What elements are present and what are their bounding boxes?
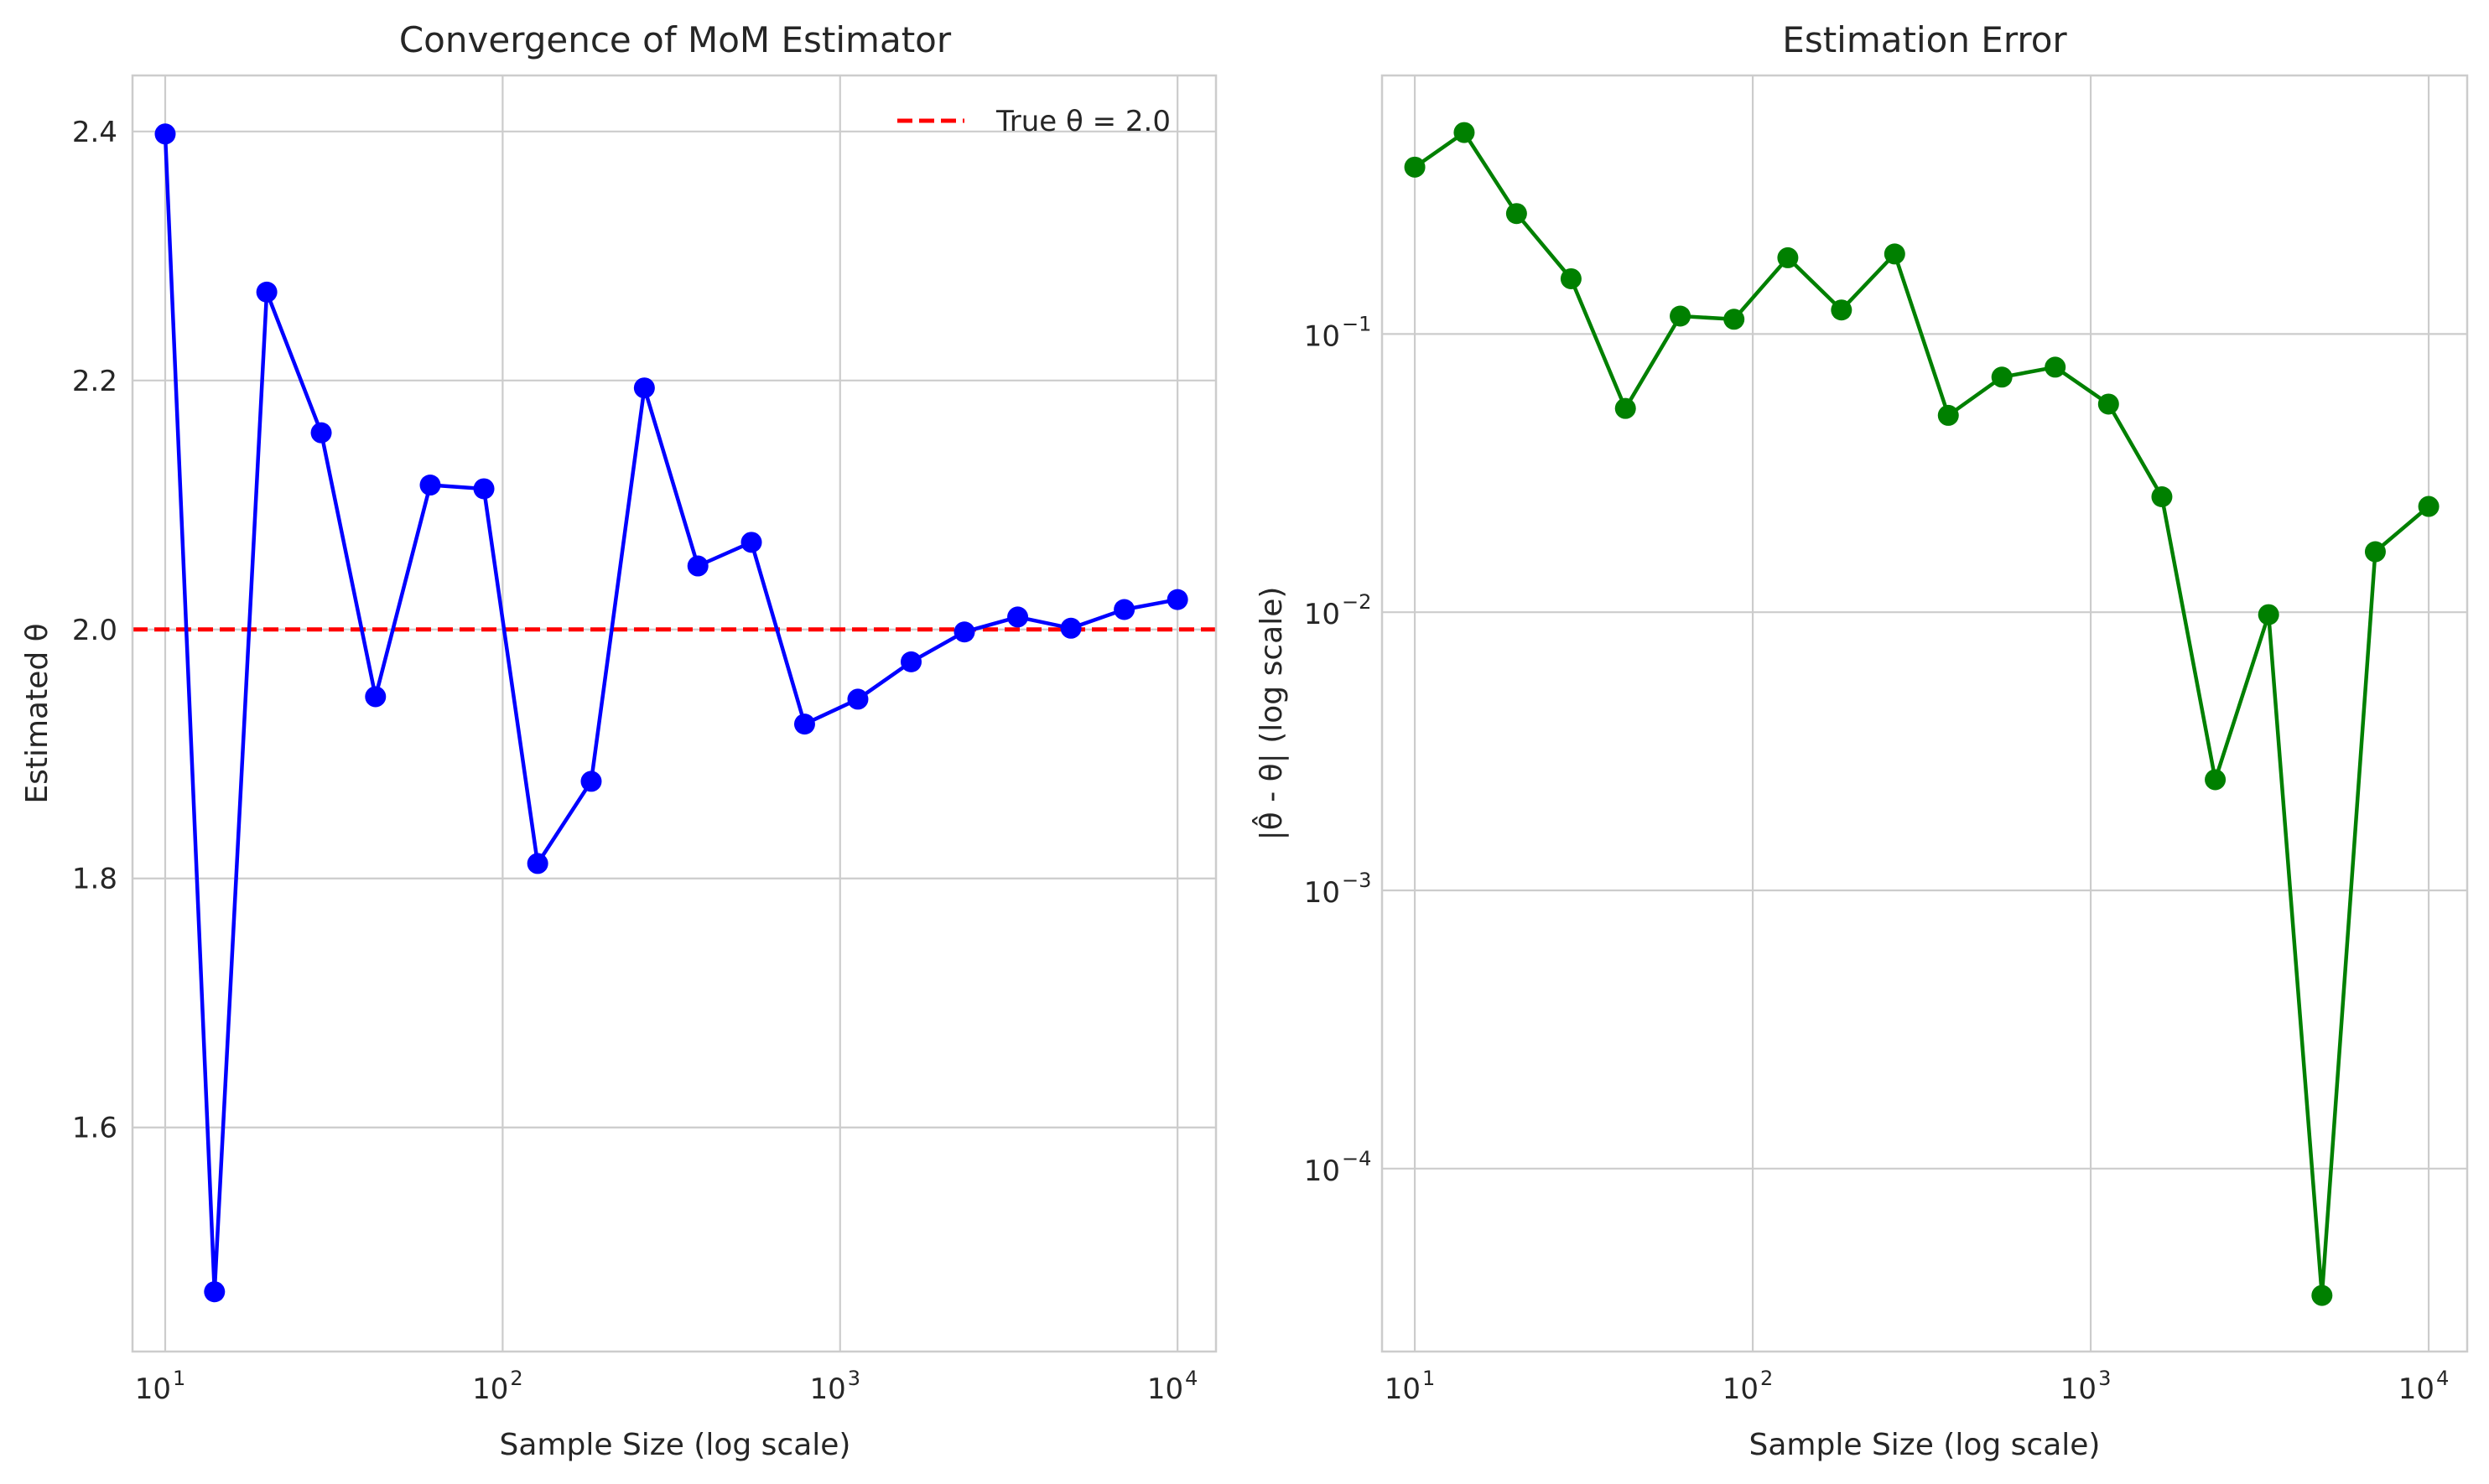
left-chart-series-layer xyxy=(154,123,1188,1303)
x-tick-label: 102 xyxy=(1723,1367,1774,1406)
x-tick-label: 103 xyxy=(2060,1367,2112,1406)
data-point xyxy=(1723,309,1745,330)
y-tick-label: 1.6 xyxy=(72,1112,117,1145)
data-point xyxy=(365,686,387,708)
data-point xyxy=(1114,599,1135,620)
data-point xyxy=(2151,486,2173,508)
data-point xyxy=(1404,156,1426,178)
x-tick-label: 104 xyxy=(2398,1367,2450,1406)
data-point xyxy=(793,713,815,735)
left-chart-y-ticks: 1.6 1.8 2.0 2.2 2.4 xyxy=(72,116,117,1145)
y-tick-label: 2.4 xyxy=(72,116,117,149)
data-point xyxy=(2311,1284,2333,1306)
data-point xyxy=(1560,267,1582,289)
data-point xyxy=(2097,393,2119,415)
data-point xyxy=(1937,404,1959,426)
right-chart-x-ticks: 101 102 103 104 xyxy=(1385,1367,2450,1406)
data-point xyxy=(154,123,176,145)
data-point xyxy=(473,478,495,500)
x-tick-label: 101 xyxy=(135,1367,186,1406)
data-point xyxy=(1453,122,1475,143)
data-point xyxy=(204,1281,226,1303)
data-point xyxy=(687,555,709,577)
y-tick-exponent: −4 xyxy=(1342,1147,1371,1170)
y-tick-label: 1.8 xyxy=(72,863,117,896)
right-chart-y-axis-label: |θ̂ - θ| (log scale) xyxy=(1251,587,1289,841)
data-point xyxy=(256,281,278,303)
left-chart-grid xyxy=(133,75,1216,1352)
data-point xyxy=(1614,397,1636,419)
right-chart-panel: Estimation Error 101 102 103 104 10−410−310… xyxy=(1251,19,2469,1462)
x-tick-label: 101 xyxy=(1385,1367,1436,1406)
data-point xyxy=(2258,604,2279,625)
left-chart-x-ticks: 101 102 103 104 xyxy=(135,1367,1198,1406)
right-chart-title: Estimation Error xyxy=(1782,19,2067,60)
data-point xyxy=(1884,243,1905,265)
series-line xyxy=(1413,130,2430,1298)
right-chart-x-axis-label: Sample Size (log scale) xyxy=(1749,1428,2101,1462)
data-point xyxy=(1670,305,1691,327)
y-tick-label: 2.2 xyxy=(72,365,117,398)
data-point xyxy=(901,651,922,672)
left-chart-frame xyxy=(131,74,1218,1353)
right-chart-grid xyxy=(1382,75,2467,1352)
data-point xyxy=(954,621,975,643)
left-chart-x-axis-label: Sample Size (log scale) xyxy=(500,1428,851,1462)
y-tick-label: 10 xyxy=(1304,876,1340,910)
left-chart-title: Convergence of MoM Estimator xyxy=(399,19,952,60)
right-chart-series-layer xyxy=(1404,122,2440,1306)
y-tick-exponent: −1 xyxy=(1342,312,1371,335)
data-point xyxy=(1831,299,1852,321)
legend-label-true-theta: True θ = 2.0 xyxy=(995,105,1171,138)
data-point xyxy=(1991,366,2013,388)
series-line xyxy=(163,133,1178,1294)
data-point xyxy=(1007,606,1029,628)
y-tick-label: 10 xyxy=(1304,598,1340,631)
right-chart-frame xyxy=(1380,74,2469,1353)
left-chart-panel: Convergence of MoM Estimator 101 102 103 10… xyxy=(20,19,1218,1462)
data-point xyxy=(740,532,762,553)
left-chart-legend: True θ = 2.0 xyxy=(897,105,1171,138)
right-chart-y-ticks: 10−410−310−210−1 xyxy=(1304,312,1372,1187)
data-point xyxy=(1777,246,1799,268)
data-point xyxy=(1505,203,1527,225)
data-point xyxy=(2205,769,2227,791)
y-tick-label: 2.0 xyxy=(72,614,117,647)
data-point xyxy=(633,377,655,399)
y-tick-label: 10 xyxy=(1304,1155,1340,1188)
y-tick-exponent: −3 xyxy=(1342,869,1371,892)
x-tick-label: 103 xyxy=(809,1367,860,1406)
data-point xyxy=(2418,496,2440,517)
y-tick-exponent: −2 xyxy=(1342,590,1371,614)
data-point xyxy=(2364,541,2386,563)
data-point xyxy=(1060,617,1082,639)
data-point xyxy=(580,771,602,792)
x-tick-label: 102 xyxy=(472,1367,523,1406)
data-point xyxy=(847,688,869,710)
y-tick-label: 10 xyxy=(1304,319,1340,353)
data-point xyxy=(419,475,441,496)
data-point xyxy=(527,853,548,874)
left-chart-y-axis-label: Estimated θ xyxy=(20,623,55,803)
data-point xyxy=(2045,356,2066,378)
data-point xyxy=(1167,589,1188,610)
data-point xyxy=(310,422,332,444)
x-tick-label: 104 xyxy=(1147,1367,1198,1406)
